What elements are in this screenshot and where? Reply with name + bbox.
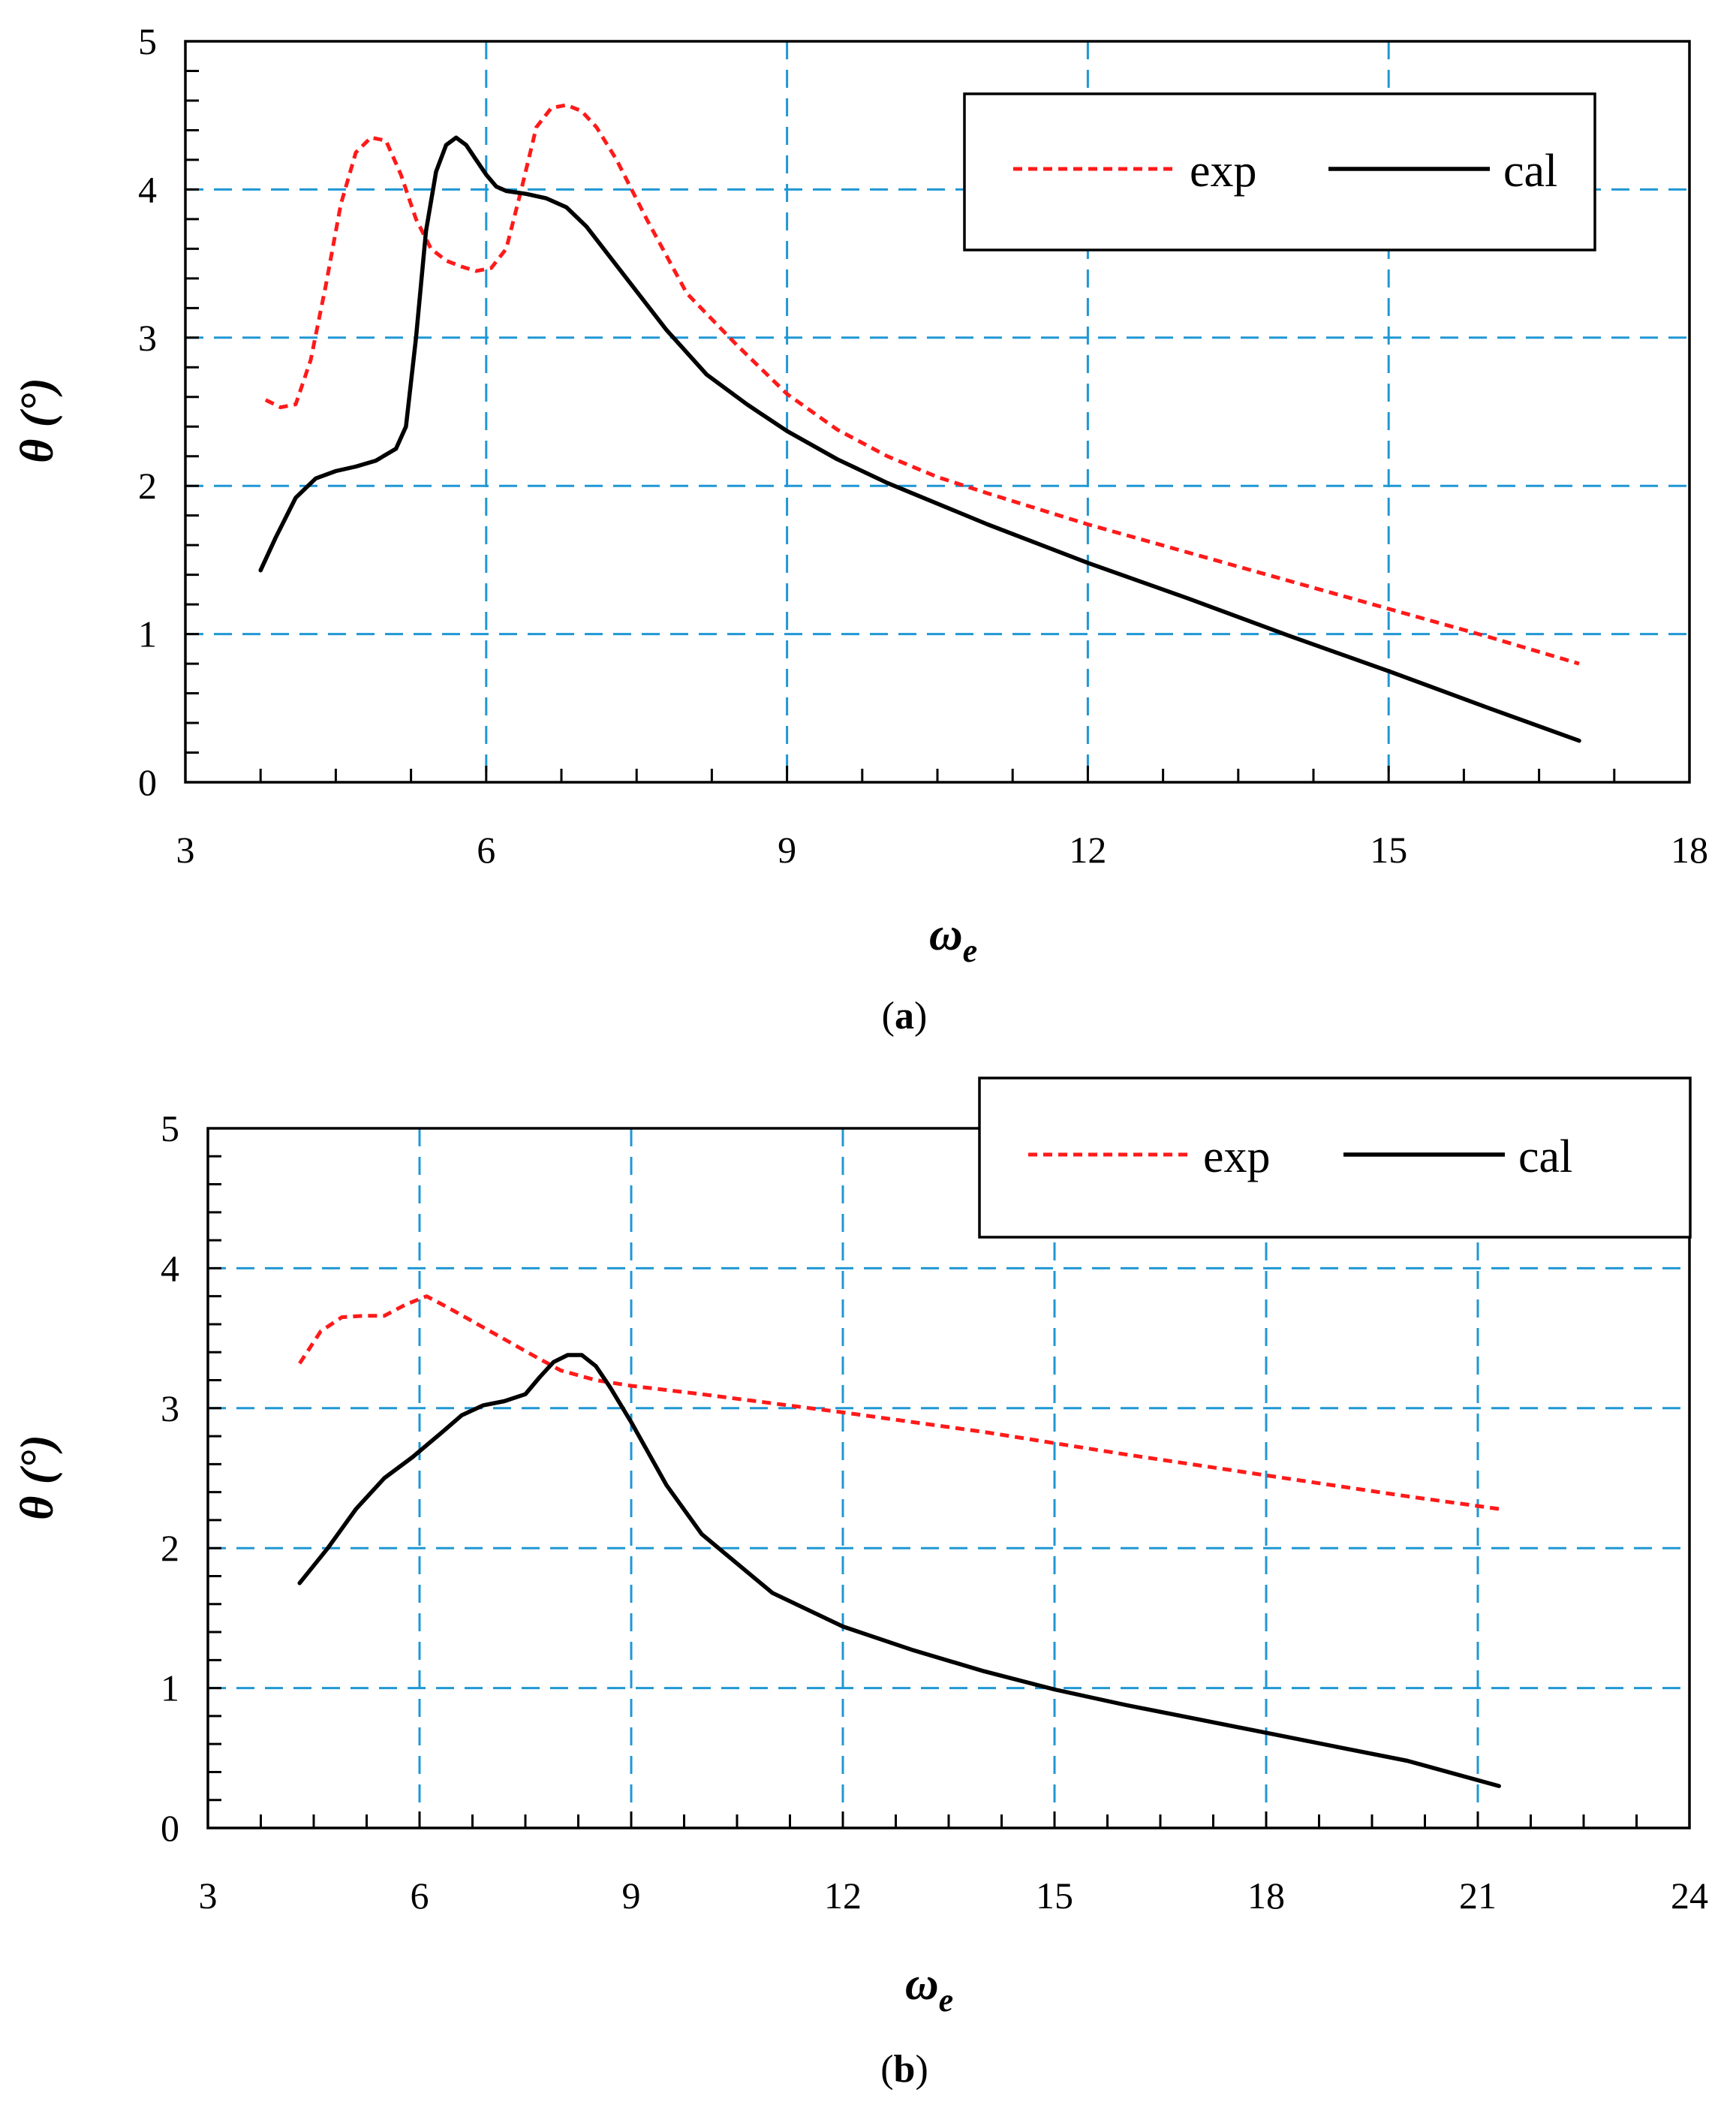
figure-caption: (b) — [880, 2048, 928, 2091]
x-axis-title: ωe — [929, 909, 977, 969]
y-tick-label: 0 — [138, 761, 157, 803]
x-axis-title: ωe — [905, 1959, 953, 2019]
y-tick-label: 2 — [161, 1527, 179, 1569]
y-tick-label: 3 — [138, 317, 157, 359]
x-tick-label: 24 — [1671, 1875, 1708, 1917]
y-tick-label: 3 — [161, 1387, 179, 1429]
y-tick-label: 4 — [161, 1247, 179, 1289]
series-line-exp — [298, 1294, 1500, 1511]
y-tick-label: 4 — [138, 168, 157, 210]
legend-label-cal: cal — [1518, 1131, 1572, 1182]
x-tick-label: 3 — [176, 829, 195, 871]
series-line-cal — [258, 135, 1581, 743]
x-tick-label: 12 — [1069, 829, 1106, 871]
x-tick-label: 3 — [199, 1875, 218, 1917]
y-tick-label: 1 — [138, 613, 157, 655]
y-tick-label: 0 — [161, 1807, 179, 1849]
legend-label-exp: exp — [1203, 1131, 1271, 1182]
x-tick-label: 12 — [824, 1875, 862, 1917]
x-tick-label: 9 — [778, 829, 796, 871]
legend-box — [978, 1077, 1692, 1239]
y-tick-label: 2 — [138, 465, 157, 507]
x-tick-label: 18 — [1247, 1875, 1285, 1917]
x-tick-label: 18 — [1671, 829, 1708, 871]
x-tick-label: 21 — [1459, 1875, 1497, 1917]
figure-caption: (a) — [882, 995, 928, 1037]
series-line-cal — [297, 1353, 1501, 1788]
x-tick-label: 9 — [622, 1875, 641, 1917]
legend-label-exp: exp — [1190, 146, 1257, 197]
y-axis-title: θ (°) — [12, 1435, 63, 1520]
x-tick-label: 15 — [1036, 1875, 1073, 1917]
y-tick-label: 1 — [161, 1667, 179, 1709]
x-tick-label: 6 — [477, 829, 495, 871]
y-axis-title: θ (°) — [12, 378, 63, 463]
x-tick-label: 15 — [1370, 829, 1407, 871]
y-tick-label: 5 — [161, 1107, 179, 1149]
legend-label-cal: cal — [1503, 146, 1557, 197]
x-tick-label: 6 — [411, 1875, 429, 1917]
legend-box — [963, 92, 1596, 251]
y-tick-label: 5 — [138, 20, 157, 62]
